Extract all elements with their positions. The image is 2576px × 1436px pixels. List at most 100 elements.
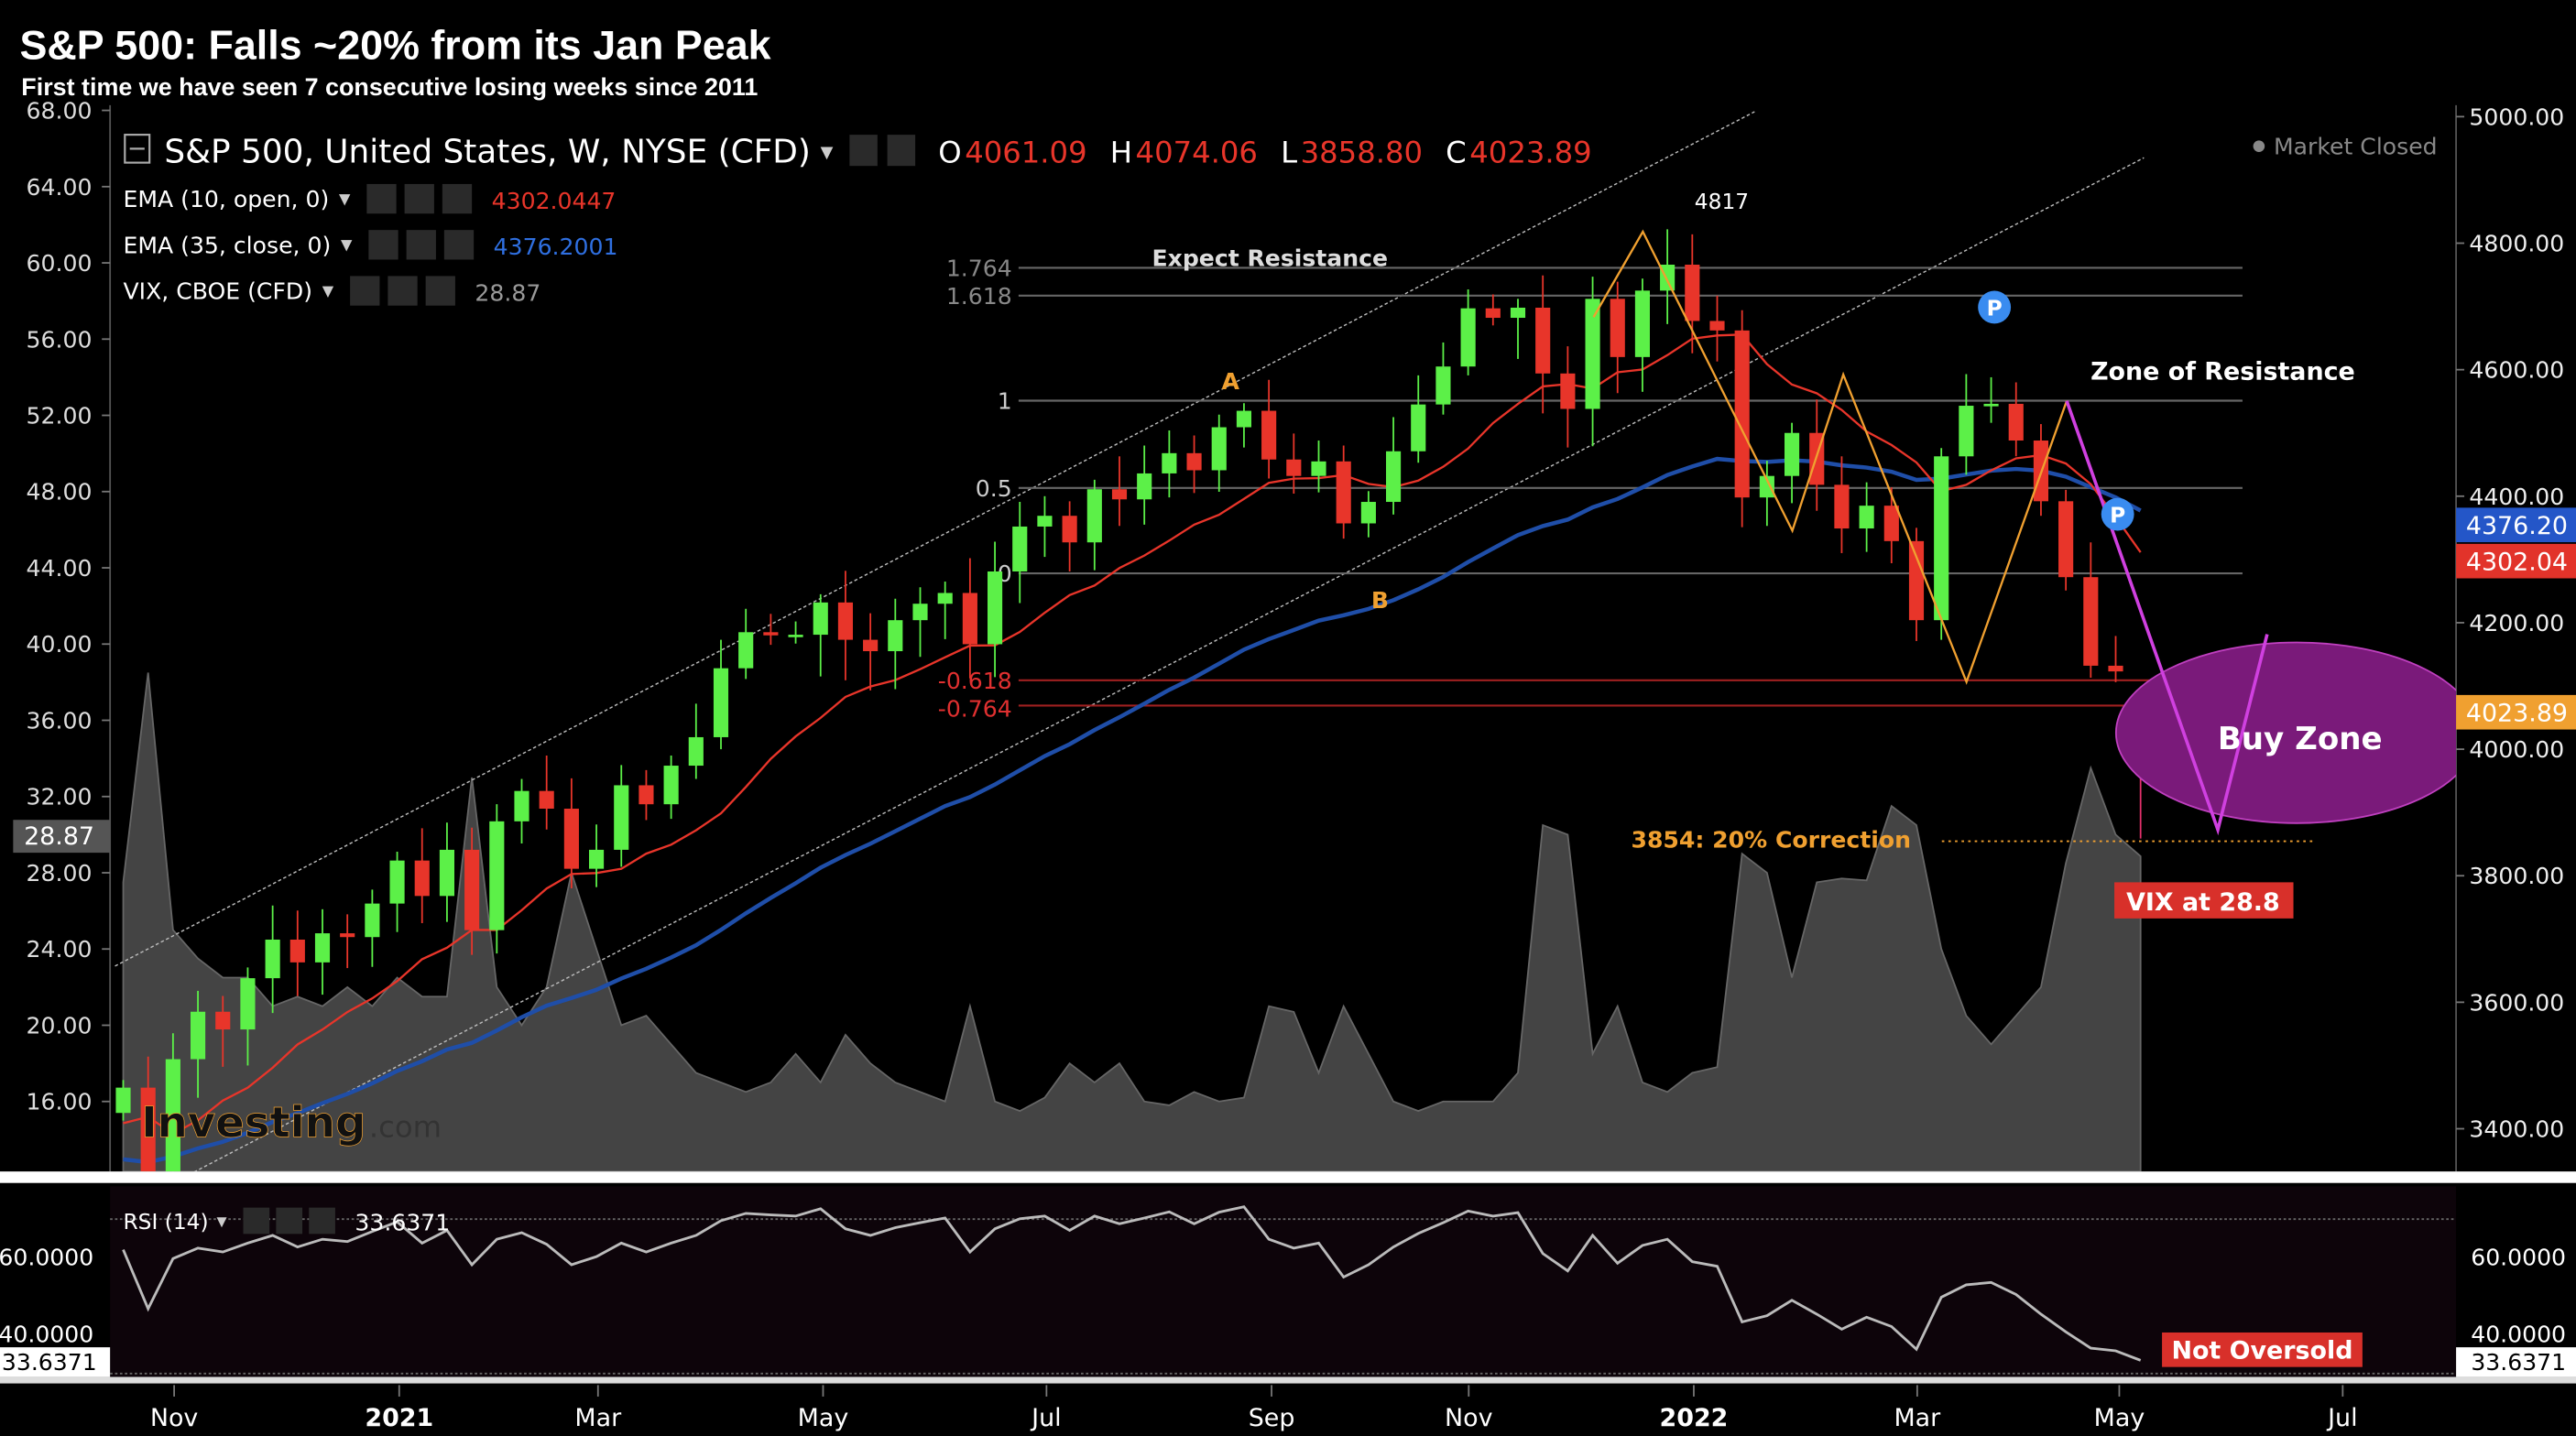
candle-body	[190, 1011, 206, 1060]
rsi-right-badge-text: 33.6371	[2471, 1349, 2566, 1376]
candle-body	[1934, 456, 1949, 621]
fib-level-label: 1	[998, 387, 1012, 414]
candle-body	[1111, 489, 1128, 500]
candle-body	[1610, 299, 1625, 357]
ema35-line	[123, 456, 2142, 1165]
candle-body	[115, 1087, 131, 1114]
candle-body	[1983, 403, 1999, 407]
ema35-label[interactable]: EMA (35, close, 0)	[124, 232, 332, 258]
visibility-icon[interactable]	[350, 276, 380, 306]
settings-icon[interactable]	[887, 135, 916, 167]
vix-area	[122, 672, 2142, 1172]
collapse-icon[interactable]	[124, 134, 151, 164]
visibility-icon[interactable]	[243, 1207, 270, 1235]
rsi-left-badge-text: 33.6371	[2, 1349, 97, 1376]
time-axis-tick: Jul	[1030, 1404, 1061, 1432]
point-a-label: A	[1222, 368, 1240, 395]
candle-body	[389, 860, 405, 904]
channel-lower-line	[193, 157, 2145, 1172]
vix-label[interactable]: VIX, CBOE (CFD)	[124, 278, 313, 305]
candle-body	[1385, 451, 1402, 503]
candle-body	[1485, 308, 1501, 319]
pivot-label: P	[2110, 504, 2125, 528]
candle-body	[2058, 501, 2074, 578]
candle-body	[1062, 516, 1077, 543]
visibility-icon[interactable]	[368, 230, 398, 260]
candle-body	[1510, 307, 1526, 319]
high-value: 4074.06	[1136, 136, 1258, 170]
candle-body	[1162, 452, 1177, 473]
pivot-marker[interactable]: P	[2101, 497, 2134, 531]
dropdown-caret-icon[interactable]: ▼	[339, 190, 351, 207]
point-b-label: B	[1371, 587, 1389, 614]
settings-icon[interactable]	[406, 230, 436, 260]
ema10-price-badge: 4302.04	[2456, 543, 2576, 579]
time-axis-tick: 2022	[1660, 1404, 1729, 1432]
candle-body	[1709, 321, 1725, 331]
candle-body	[813, 602, 828, 636]
peak-label: 4817	[1695, 190, 1749, 214]
candle-body	[1286, 459, 1302, 476]
settings-icon[interactable]	[276, 1207, 303, 1235]
ema10-label[interactable]: EMA (10, open, 0)	[124, 186, 330, 212]
settings-icon[interactable]	[404, 183, 434, 214]
low-label: L	[1281, 136, 1297, 170]
settings-icon[interactable]	[387, 276, 418, 306]
pivot-marker[interactable]: P	[1978, 290, 2012, 324]
vix-axis-tick: 36.00	[27, 707, 93, 734]
time-axis-tick: Jul	[2326, 1404, 2357, 1432]
candle-body	[1734, 330, 1750, 498]
dropdown-caret-icon[interactable]: ▼	[322, 282, 334, 299]
candle-body	[2083, 577, 2099, 666]
candle-body	[464, 849, 480, 930]
candle-body	[738, 632, 754, 669]
instrument-name[interactable]: S&P 500, United States, W, NYSE (CFD)	[164, 134, 811, 171]
candle-body	[439, 849, 455, 897]
candle-body	[1435, 366, 1451, 405]
ema35-value: 4376.2001	[494, 234, 618, 260]
price-axis[interactable]: 5000.00 4800.00 4600.00 4400.00 4200.00 4000.…	[2456, 103, 2564, 1142]
remove-icon[interactable]	[309, 1207, 335, 1235]
time-axis-tick: May	[798, 1404, 849, 1432]
candle-body	[140, 1087, 156, 1172]
dropdown-caret-icon[interactable]: ▼	[341, 236, 353, 254]
close-value: 4023.89	[1469, 136, 1591, 170]
candle-body	[837, 602, 854, 640]
ema-lines	[123, 333, 2142, 1165]
ema10-line	[123, 333, 2142, 1136]
time-axis[interactable]: Nov 2021 Mar May Jul Sep Nov 2022 Mar May Jul	[150, 1385, 2358, 1432]
price-axis-tick: 4400.00	[2469, 484, 2564, 510]
candle-body	[2008, 403, 2024, 441]
chart-subtitle: First time we have seen 7 consecutive lo…	[21, 73, 758, 101]
chart-title: S&P 500: Falls ~20% from its Jan Peak	[20, 22, 771, 69]
candle-body	[1186, 452, 1202, 471]
candle-body	[165, 1059, 180, 1172]
dropdown-caret-icon[interactable]: ▼	[821, 143, 834, 162]
candle-body	[788, 635, 803, 637]
dropdown-caret-icon[interactable]: ▼	[217, 1214, 227, 1229]
time-axis-tick: Nov	[1445, 1404, 1493, 1432]
visibility-icon[interactable]	[366, 183, 397, 214]
pane-divider[interactable]	[0, 1171, 2576, 1183]
candle-body	[937, 593, 953, 604]
rsi-label[interactable]: RSI (14)	[124, 1210, 209, 1235]
time-axis-tick: May	[2094, 1404, 2145, 1432]
rsi-axis-tick: 40.0000	[2471, 1322, 2566, 1348]
rsi-axis: 60.0000 60.0000 40.0000 40.0000	[0, 1244, 2566, 1347]
open-label: O	[938, 136, 961, 170]
candle-body	[1634, 290, 1651, 357]
candle-body	[289, 939, 305, 963]
price-axis-tick: 3400.00	[2469, 1115, 2564, 1142]
investing-logo: Investing .com	[141, 1097, 442, 1148]
pivot-label: P	[1987, 296, 2003, 321]
vix-axis-tick: 60.00	[27, 250, 93, 277]
remove-icon[interactable]	[442, 183, 473, 214]
candle-body	[1834, 484, 1850, 529]
remove-icon[interactable]	[443, 230, 475, 260]
remove-icon[interactable]	[425, 276, 455, 306]
candle-body	[240, 978, 256, 1030]
watermark-brand: Investing	[141, 1097, 366, 1147]
low-value: 3858.80	[1301, 136, 1423, 170]
visibility-icon[interactable]	[849, 135, 878, 167]
